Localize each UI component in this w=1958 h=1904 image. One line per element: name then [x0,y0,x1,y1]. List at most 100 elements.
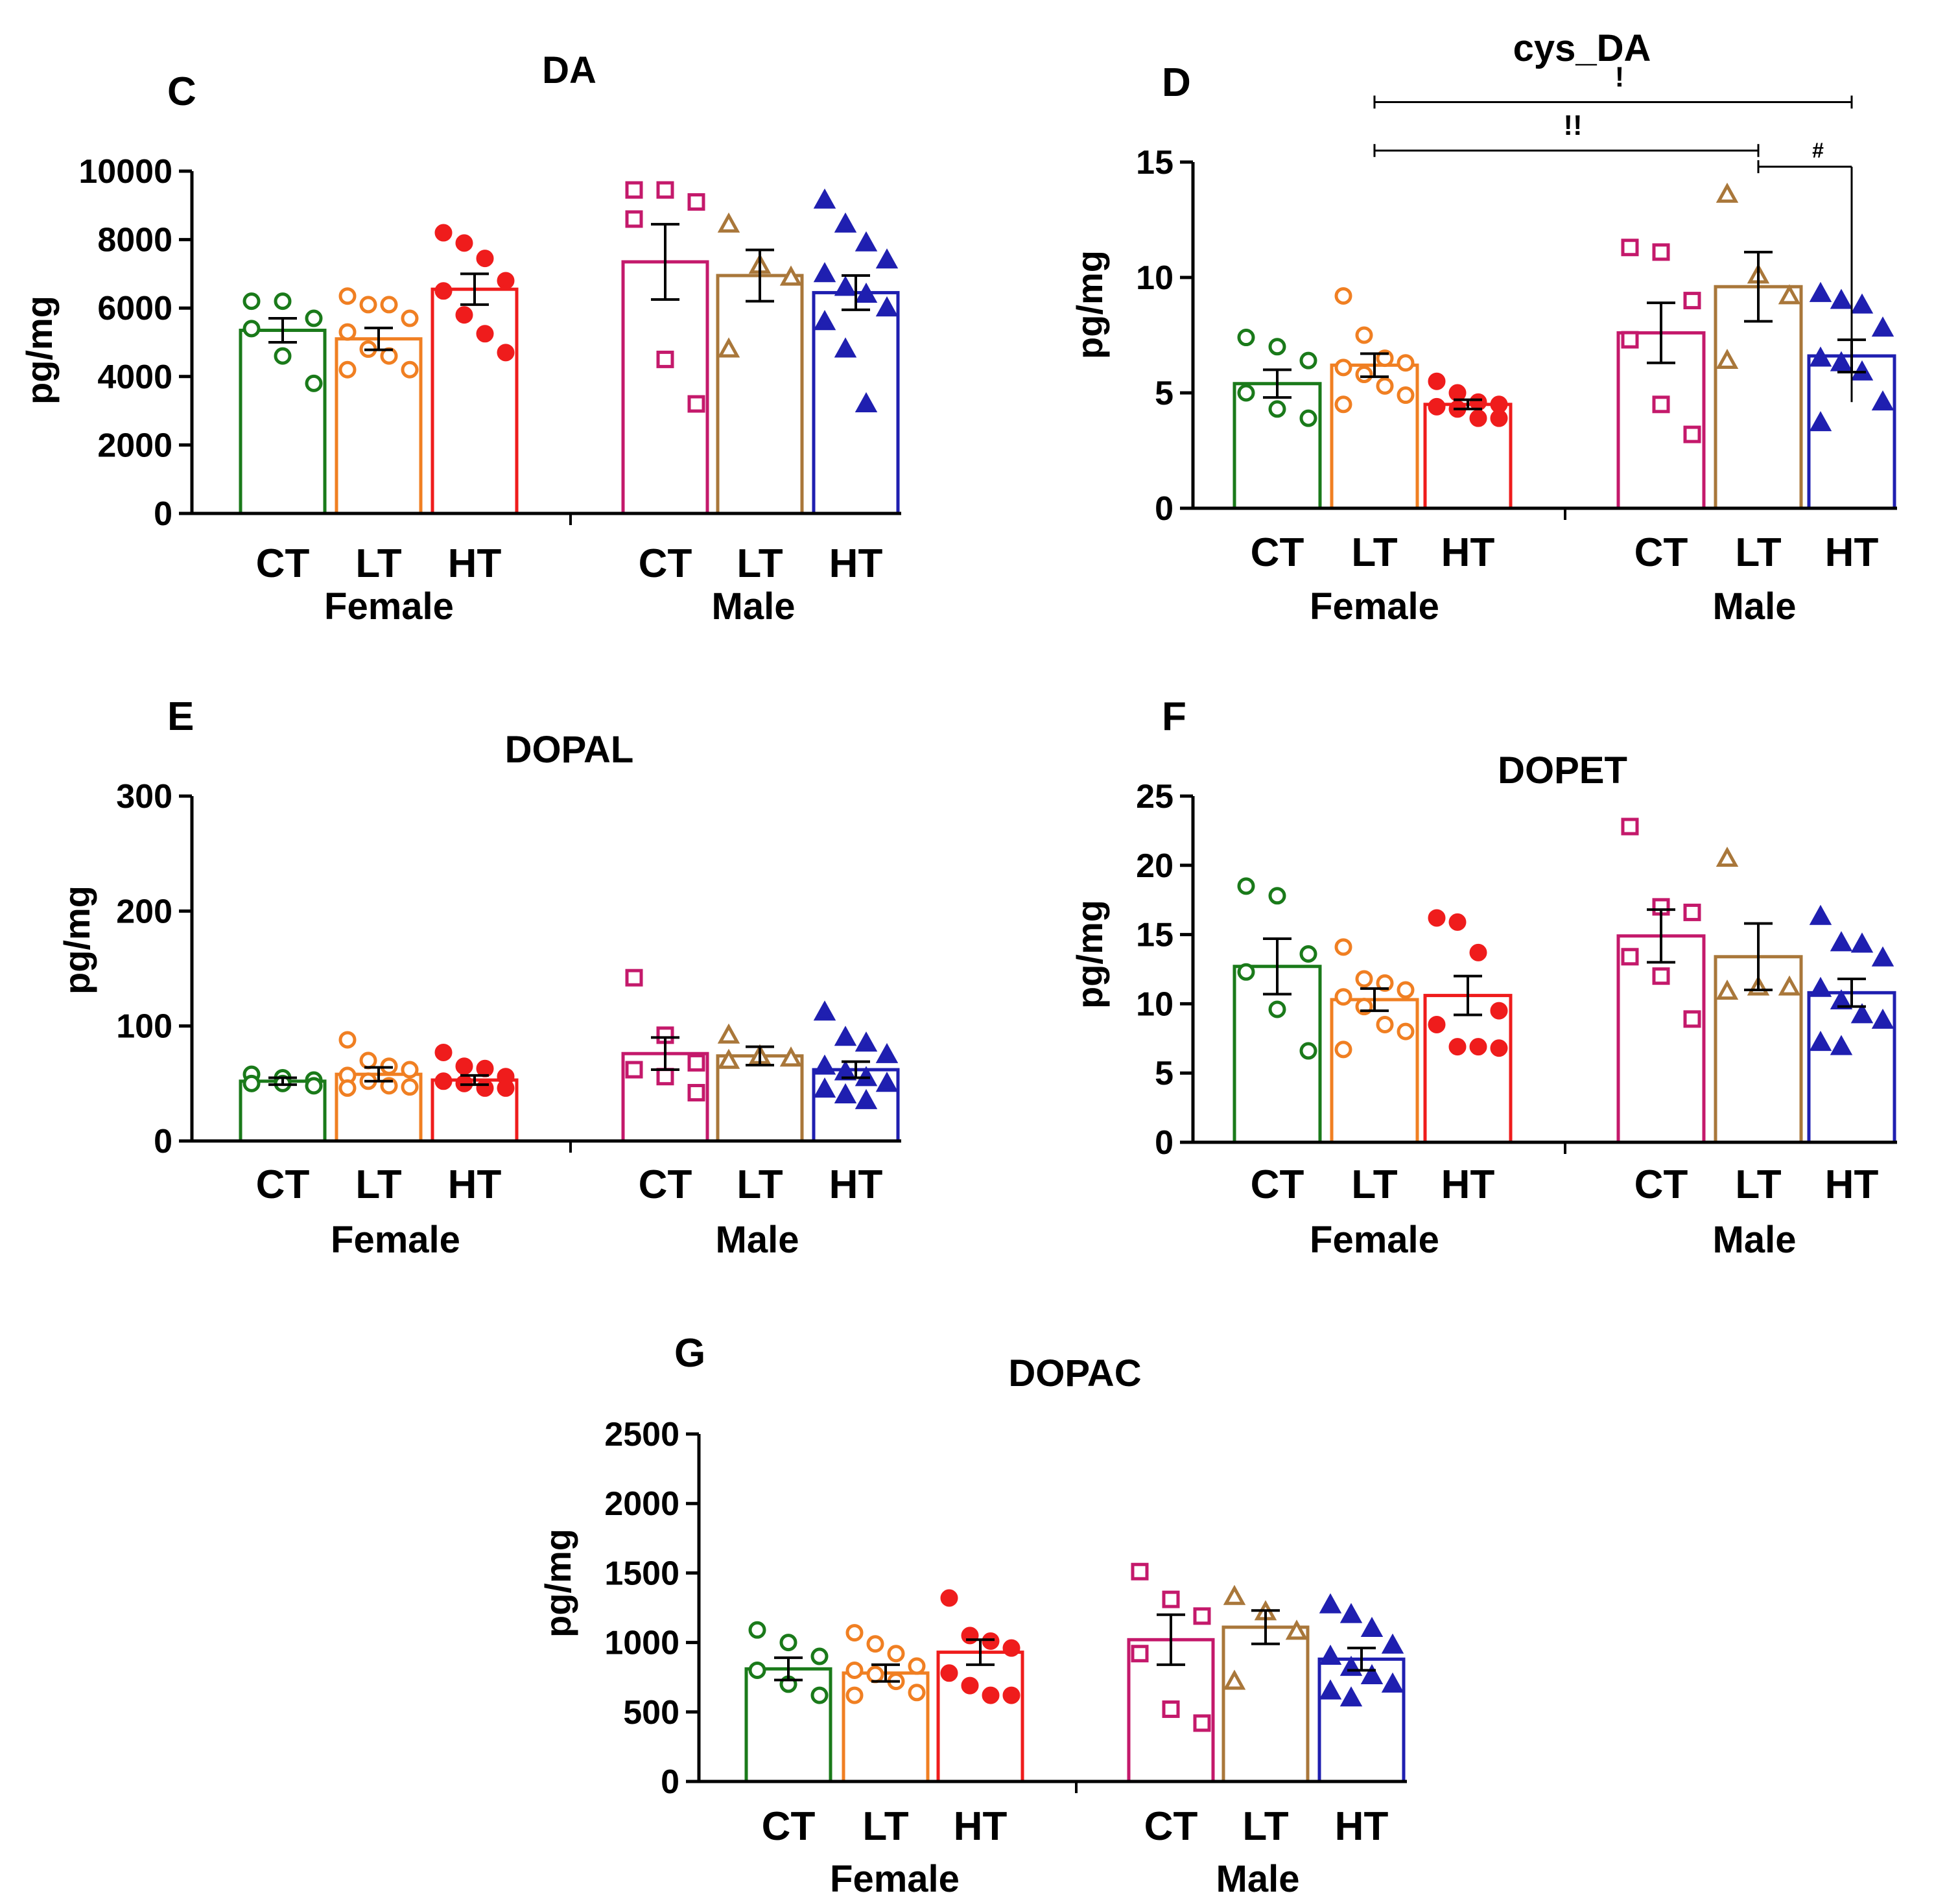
category-label: CT [639,541,692,586]
y-tick-label: 2000 [604,1485,679,1523]
chart-title: DA [542,49,596,91]
data-point [1381,1672,1404,1693]
y-tick-label: 5 [1155,1055,1174,1092]
data-point [1299,1042,1317,1060]
category-label: CT [1251,530,1304,575]
data-point [1850,293,1874,314]
y-tick-label: 25 [1136,778,1174,816]
data-point [1299,945,1317,963]
data-point [1223,1669,1246,1690]
data-point [1334,395,1352,414]
data-point [401,360,419,379]
data-point [813,1000,836,1021]
data-point [1652,243,1670,261]
data-point [1334,1040,1352,1059]
data-point [1376,974,1394,992]
data-point [1381,1633,1404,1654]
data-point [875,1072,899,1092]
data-point [625,210,643,228]
data-point [1621,239,1639,257]
bar [716,1054,804,1143]
data-point [338,1079,357,1097]
significance-label: ! [1615,61,1625,93]
data-point [1397,1022,1415,1040]
data-point [625,969,643,987]
bar [716,274,804,515]
chart-title: DOPAL [505,729,634,771]
data-point [961,1676,979,1695]
data-point [1002,1639,1020,1657]
panel-c-da: C DA pg/mg CT LT HT CT LT HT Female Male… [19,49,901,628]
data-point [855,1088,878,1109]
y-tick-label: 6000 [97,290,172,327]
data-point [1193,1714,1211,1732]
category-label: LT [355,541,401,586]
data-point [1850,932,1874,953]
y-tick-label: 200 [116,893,172,930]
data-point [625,181,643,199]
y-tick-label: 8000 [97,222,172,259]
data-point [1830,351,1853,371]
significance-label: !! [1563,110,1582,141]
data-point [1809,904,1832,925]
data-point [1285,1619,1308,1640]
data-point [242,320,261,338]
data-point [1131,1645,1149,1663]
category-label: HT [829,541,883,586]
data-point [1809,1031,1832,1052]
data-point [1319,1679,1342,1700]
data-point [1809,976,1832,997]
data-point [1778,284,1801,305]
category-label: LT [1351,530,1397,575]
panel-d-cys-da: D cys_DA pg/mg CT LT HT CT LT HT Female … [1069,27,1897,628]
category-label: LT [1242,1804,1288,1849]
data-point [434,1072,453,1090]
data-point [656,1068,674,1086]
y-tick-label: 500 [623,1694,679,1732]
group-label-male: Male [1713,585,1797,628]
y-tick-label: 0 [154,495,172,533]
y-tick-label: 10 [1136,985,1174,1023]
data-point [1360,1617,1384,1638]
data-point [305,309,323,327]
data-point [1683,292,1701,310]
bar [431,287,519,515]
data-point [1355,366,1373,384]
data-point [855,392,878,412]
data-point [1716,349,1739,370]
data-point [1223,1584,1246,1605]
y-tick-label: 300 [116,778,172,816]
data-point [455,306,473,324]
data-point [1809,281,1832,302]
data-point [1428,909,1446,927]
data-point [1716,846,1739,867]
y-tick-label: 100 [116,1008,172,1046]
data-point [779,1634,797,1652]
data-point [1355,970,1373,988]
category-label: LT [355,1162,401,1207]
group-label-female: Female [331,1219,460,1261]
group-label-male: Male [1713,1219,1797,1261]
data-point [1652,395,1670,414]
data-point [380,296,398,314]
chart-title: DOPAC [1008,1352,1141,1394]
data-point [1355,326,1373,344]
data-point [1376,1015,1394,1033]
data-point [401,1078,419,1096]
data-point [748,1621,766,1639]
data-point [908,1657,926,1675]
group-label-male: Male [712,585,796,628]
data-point [497,344,515,362]
data-point [1683,903,1701,921]
data-point [656,350,674,368]
data-point [1268,1000,1286,1018]
data-point [1448,1038,1467,1056]
data-point [274,292,292,311]
data-point [1716,980,1739,1000]
y-tick-label: 0 [661,1763,679,1801]
data-point [813,262,836,283]
category-label: CT [1634,1162,1688,1207]
data-point [455,1057,473,1075]
data-point [845,1661,864,1679]
